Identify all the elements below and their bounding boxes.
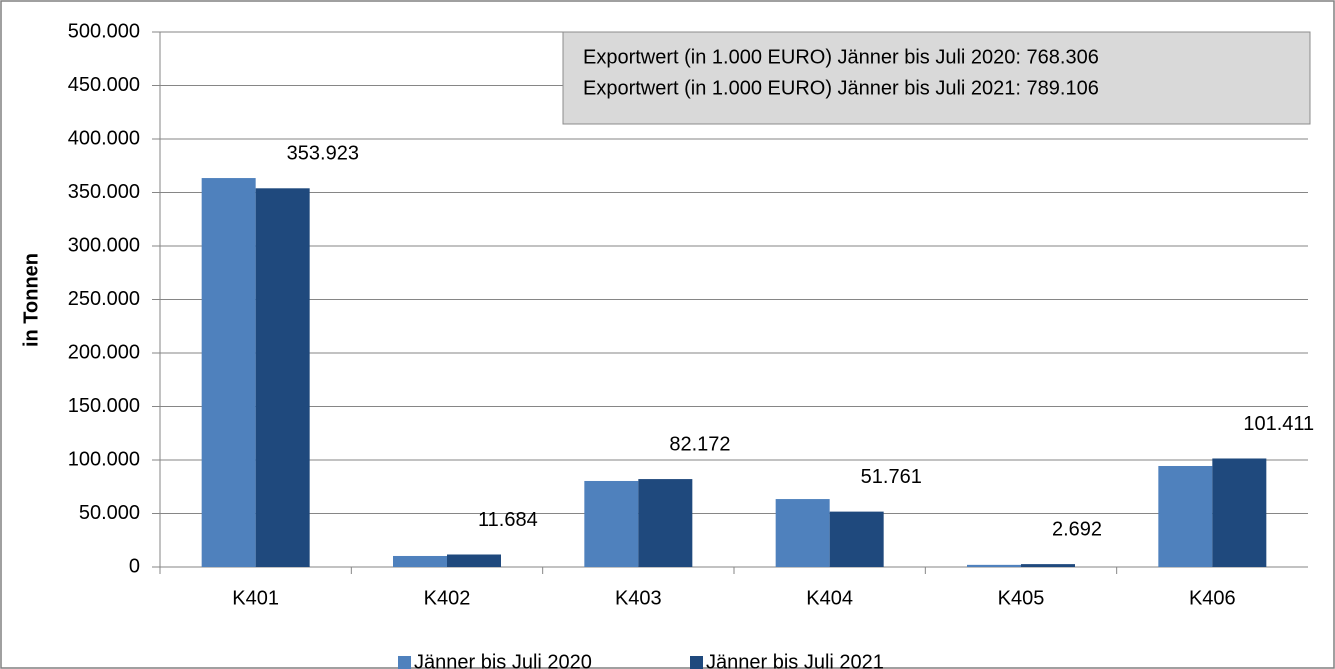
y-tick-label: 100.000 xyxy=(68,448,140,470)
x-tick-label: K401 xyxy=(232,587,279,609)
bar xyxy=(1212,458,1267,567)
annotation-text: Exportwert (in 1.000 EURO) Jänner bis Ju… xyxy=(583,77,1099,99)
x-tick-label: K406 xyxy=(1189,587,1236,609)
x-tick-label: K403 xyxy=(615,587,662,609)
annotation-box xyxy=(562,31,1311,125)
x-tick-label: K405 xyxy=(998,587,1045,609)
y-tick-label: 350.000 xyxy=(68,181,140,203)
bar xyxy=(967,564,1021,567)
bar xyxy=(1158,465,1213,567)
legend-swatch xyxy=(398,656,411,669)
x-tick-label: K402 xyxy=(424,587,471,609)
y-tick-label: 500.000 xyxy=(68,20,140,42)
legend-swatch xyxy=(690,656,703,669)
y-tick-label: 450.000 xyxy=(68,74,140,96)
y-axis-label: in Tonnen xyxy=(20,253,42,347)
x-tick-label: K404 xyxy=(806,587,853,609)
y-tick-label: 150.000 xyxy=(68,395,140,417)
y-tick-label: 50.000 xyxy=(79,502,140,524)
bar xyxy=(255,188,310,568)
bar xyxy=(201,178,256,567)
value-label: 2.692 xyxy=(1052,518,1102,540)
bar xyxy=(584,480,639,567)
y-tick-label: 0 xyxy=(129,555,140,577)
y-tick-label: 400.000 xyxy=(68,127,140,149)
bar xyxy=(447,554,501,567)
legend-label: Jänner bis Juli 2020 xyxy=(414,651,592,669)
value-label: 51.761 xyxy=(861,466,922,488)
bar xyxy=(775,499,830,567)
legend-label: Jänner bis Juli 2021 xyxy=(706,651,884,669)
value-label: 101.411 xyxy=(1243,413,1314,435)
value-label: 353.923 xyxy=(287,143,359,165)
value-label: 11.684 xyxy=(478,509,538,531)
y-tick-label: 300.000 xyxy=(68,234,140,256)
bar xyxy=(638,479,693,567)
bar xyxy=(393,555,447,567)
y-tick-label: 250.000 xyxy=(68,288,140,310)
value-label: 82.172 xyxy=(669,433,730,455)
y-tick-label: 200.000 xyxy=(68,341,140,363)
bar xyxy=(1021,564,1075,567)
bar xyxy=(829,511,884,567)
annotation-text: Exportwert (in 1.000 EURO) Jänner bis Ju… xyxy=(583,46,1099,68)
